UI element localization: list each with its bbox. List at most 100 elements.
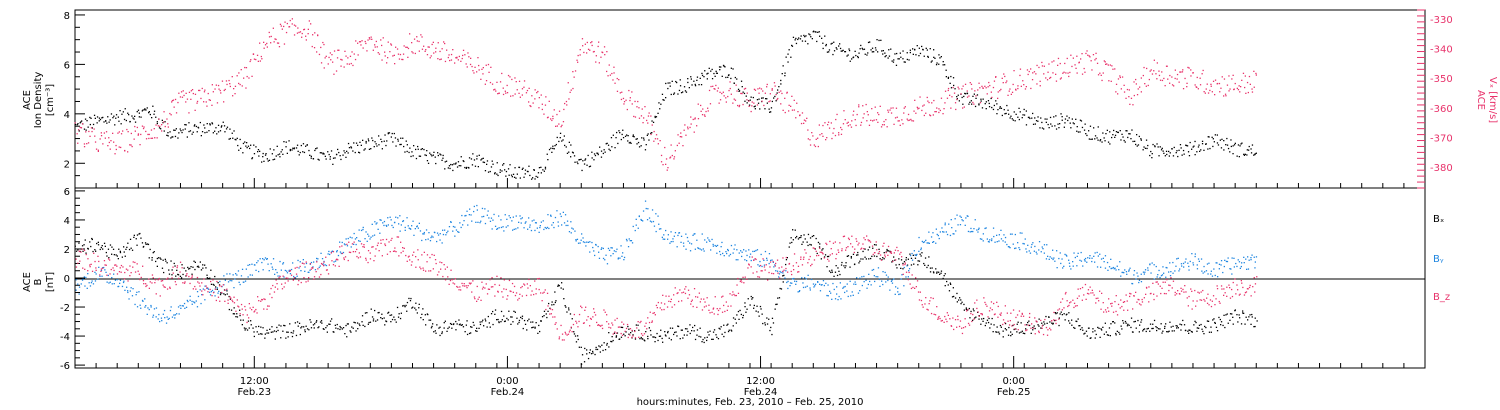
vx-point	[669, 156, 672, 158]
bx-point	[443, 322, 445, 324]
vx-point	[313, 47, 316, 49]
vx-point	[933, 99, 935, 102]
vx-point	[687, 126, 689, 128]
density-point	[293, 148, 295, 150]
density-point	[1250, 148, 1252, 150]
vx-point	[190, 90, 192, 92]
bx-point	[278, 324, 280, 326]
density-point	[381, 148, 383, 150]
by-point	[1218, 263, 1221, 265]
density-point	[944, 64, 946, 66]
by-point	[690, 243, 693, 245]
vx-point	[1164, 85, 1166, 87]
density-point	[524, 173, 526, 175]
bx-point	[531, 327, 533, 329]
vx-point	[439, 58, 441, 61]
vx-point	[243, 77, 245, 79]
by-point	[408, 227, 410, 229]
vx-point	[1039, 85, 1041, 87]
density-point	[122, 111, 124, 113]
vx-point	[232, 95, 234, 97]
bz-point	[316, 261, 318, 263]
vx-point	[641, 108, 643, 110]
vx-point	[660, 161, 663, 163]
by-point	[923, 241, 926, 243]
bx-point	[723, 324, 725, 326]
by-point	[377, 228, 379, 230]
vx-point	[1081, 73, 1084, 75]
by-point	[1204, 271, 1206, 273]
density-point	[921, 45, 923, 48]
bx-point	[577, 335, 579, 337]
vx-point	[1051, 61, 1053, 63]
vx-point	[629, 99, 631, 102]
by-point	[826, 294, 828, 297]
density-point	[636, 143, 638, 145]
density-point	[285, 141, 287, 143]
by-point	[425, 229, 428, 231]
bx-point	[1138, 331, 1140, 333]
bz-point	[305, 261, 307, 263]
vx-point	[215, 84, 217, 86]
by-point	[1111, 267, 1113, 269]
bz-point	[191, 276, 193, 279]
bx-point	[229, 298, 231, 300]
density-point	[258, 155, 260, 157]
by-point	[329, 253, 331, 256]
bx-point	[924, 257, 927, 259]
bx-point	[608, 332, 610, 334]
vx-point	[525, 92, 528, 94]
density-point	[237, 144, 239, 147]
bx-point	[613, 332, 616, 334]
vx-point	[838, 134, 840, 136]
bx-point	[144, 242, 147, 244]
density-point	[128, 114, 130, 116]
bz-point	[109, 273, 111, 275]
vx-point	[351, 51, 353, 53]
bx-point	[471, 326, 473, 328]
bx-point	[361, 315, 364, 317]
bx-point	[1151, 327, 1153, 330]
vx-point	[862, 117, 864, 119]
by-point	[189, 299, 191, 301]
bx-point	[1054, 312, 1056, 314]
bx-point	[1020, 331, 1022, 333]
by-point	[504, 214, 506, 216]
by-point	[1038, 249, 1040, 251]
vx-point	[1233, 88, 1235, 90]
by-point	[226, 273, 228, 275]
bx-point	[383, 317, 385, 319]
density-point	[584, 158, 587, 160]
bx-point	[798, 237, 801, 239]
vx-point	[233, 88, 235, 90]
bx-point	[739, 309, 741, 312]
bz-point	[352, 251, 354, 253]
bx-point	[649, 329, 652, 332]
density-point	[1029, 117, 1031, 120]
density-point	[1243, 153, 1245, 155]
bx-point	[584, 347, 586, 350]
density-point	[701, 72, 703, 75]
vx-point	[206, 105, 208, 107]
vx-point	[1210, 85, 1212, 87]
density-point	[1085, 133, 1087, 135]
by-point	[1031, 243, 1033, 246]
vx-point	[320, 46, 322, 49]
by-point	[834, 298, 837, 300]
by-point	[570, 221, 572, 223]
density-point	[1178, 149, 1180, 151]
vx-point	[778, 91, 780, 93]
vx-point	[450, 59, 453, 61]
bx-point	[409, 300, 412, 302]
by-point	[351, 237, 353, 239]
density-point	[667, 87, 669, 90]
by-point	[407, 225, 409, 227]
by-point	[249, 264, 251, 266]
bx-point	[329, 320, 332, 322]
vx-point	[156, 137, 158, 139]
vx-point	[357, 54, 359, 56]
by-point	[719, 250, 721, 253]
density-point	[1099, 140, 1101, 142]
bx-point	[1032, 326, 1034, 329]
vx-point	[482, 67, 484, 69]
